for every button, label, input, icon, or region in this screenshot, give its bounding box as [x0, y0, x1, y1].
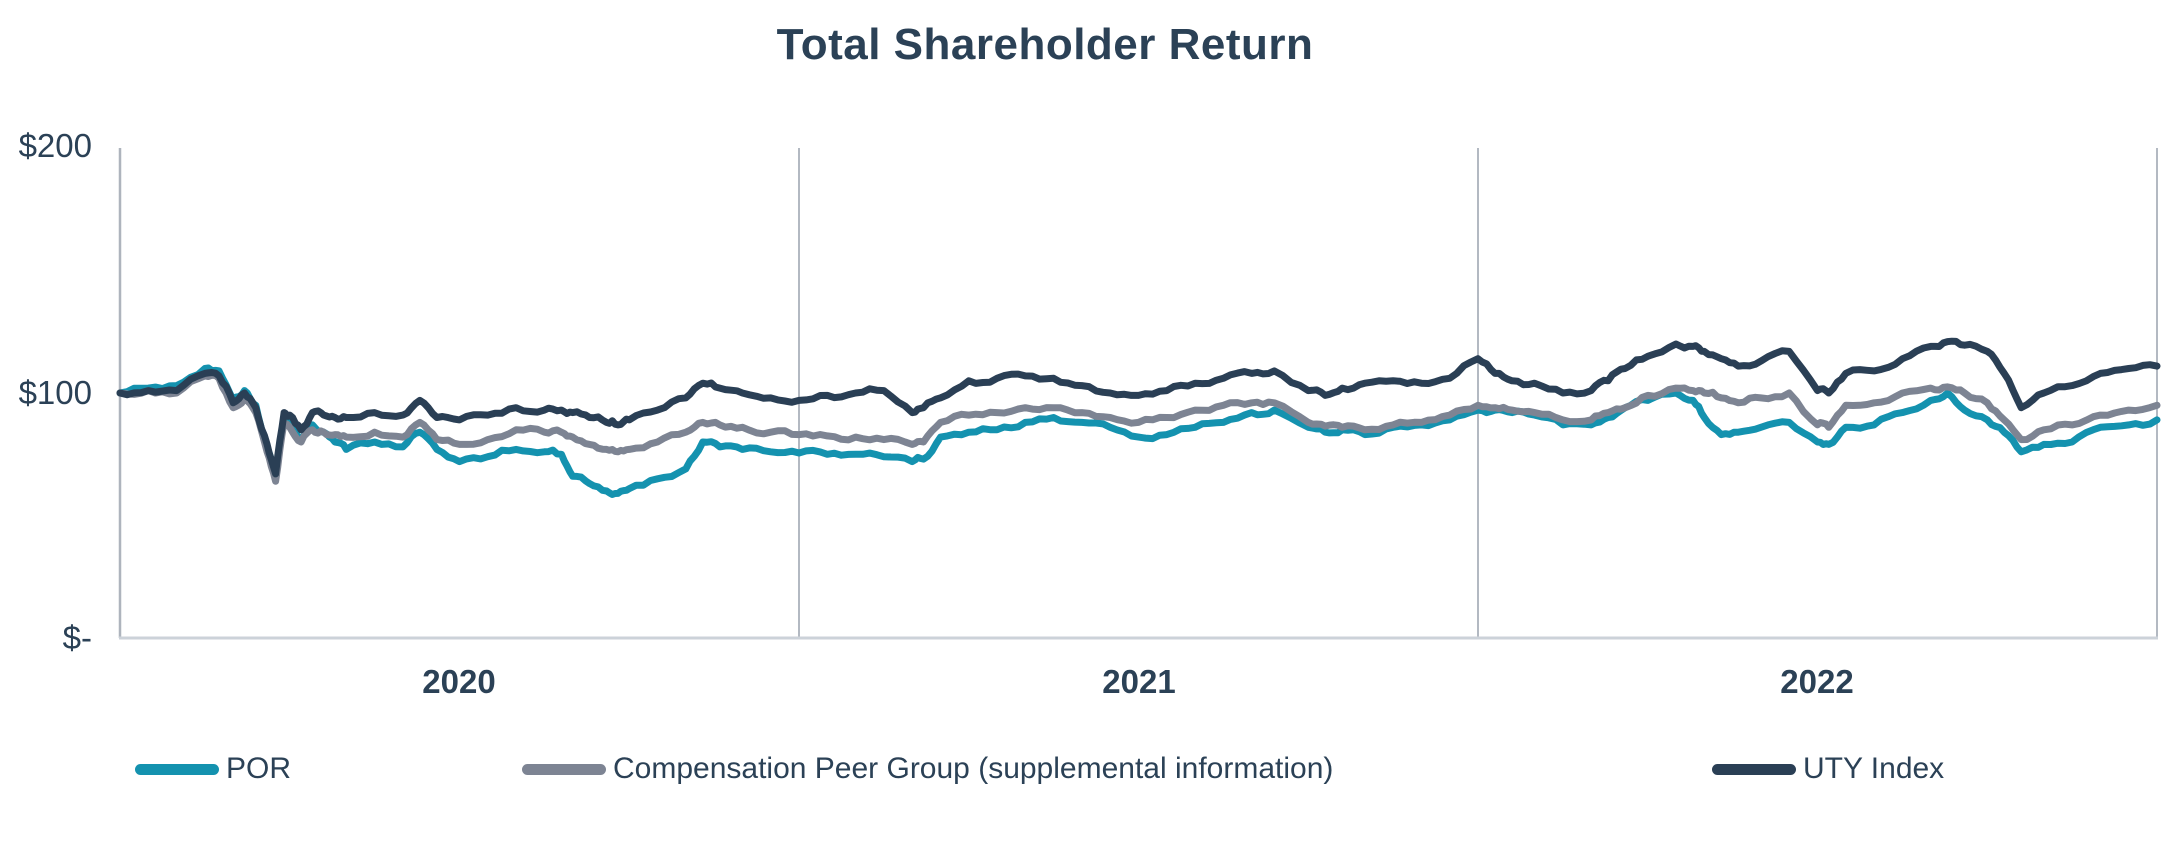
chart-title: Total Shareholder Return [776, 20, 1314, 69]
x-axis-tick-2021: 2021 [1102, 663, 1175, 700]
gridline-layer [798, 148, 2158, 638]
uty-index-line-swatch [1712, 763, 1796, 775]
series-layer [116, 337, 2161, 498]
series-line-por [116, 364, 2161, 498]
y-axis-tick-200: $200 [18, 127, 92, 164]
legend-item-peer-group: Compensation Peer Group (supplemental in… [522, 748, 1333, 790]
legend-label-peer-group: Compensation Peer Group (supplemental in… [613, 752, 1334, 785]
series-line-peer-group [116, 371, 2161, 485]
y-axis-tick-zero: $- [62, 619, 92, 656]
legend-label-por: POR [226, 752, 292, 785]
legend-item-por: POR [135, 748, 291, 790]
por-line-swatch [135, 763, 219, 775]
legend-label-uty-index: UTY Index [1803, 752, 1945, 785]
chart-legend: POR Compensation Peer Group (supplementa… [0, 748, 2165, 798]
peer-group-line-swatch [522, 763, 606, 775]
legend-item-uty-index: UTY Index [1712, 748, 1944, 790]
x-axis-tick-2022: 2022 [1780, 663, 1853, 700]
series-line-uty-index [116, 337, 2161, 478]
y-axis-tick-100: $100 [18, 374, 92, 411]
x-axis-tick-2020: 2020 [422, 663, 495, 700]
x-axis-year-labels: 2020 2021 2022 [422, 663, 1853, 700]
